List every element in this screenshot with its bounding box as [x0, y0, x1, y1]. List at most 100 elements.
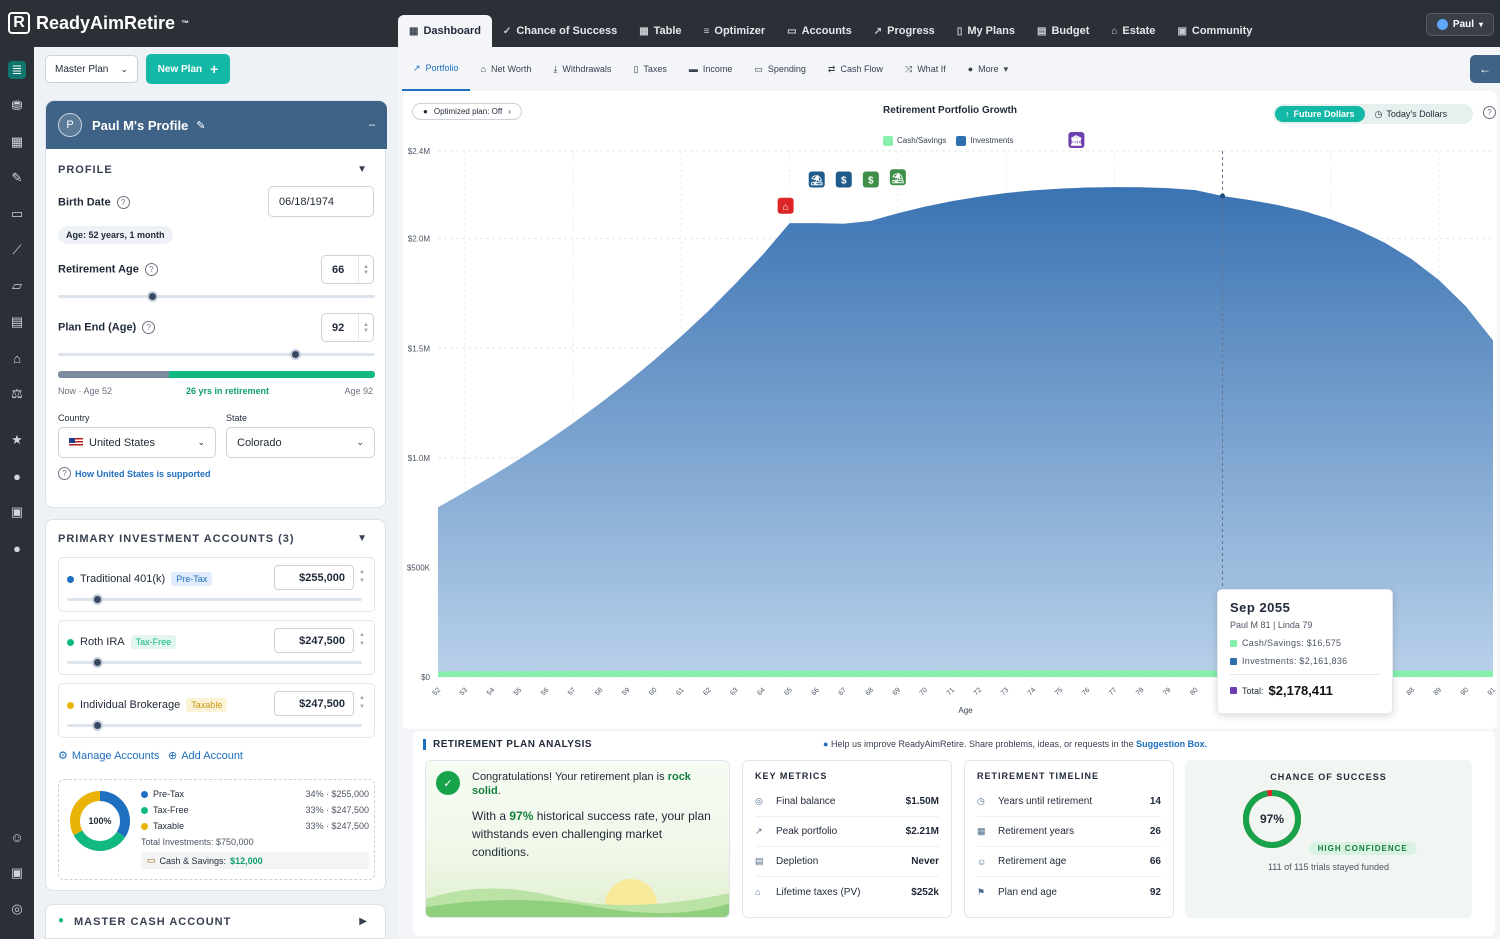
nav-tab-chance-of-success[interactable]: ✓ Chance of Success [492, 15, 628, 47]
event-marker-beach-icon[interactable]: ⛱ [889, 169, 906, 186]
event-marker-beach-icon[interactable]: ⛱ [808, 171, 825, 188]
profile-header[interactable]: P Paul M's Profile ✎ – [46, 101, 387, 149]
nav-tab-my-plans[interactable]: ▯ My Plans [946, 15, 1026, 47]
event-marker-dollar-icon[interactable]: $ [835, 171, 852, 188]
help-icon[interactable]: ? [1483, 106, 1496, 119]
nav-tab-dashboard[interactable]: ▦ Dashboard [398, 15, 492, 47]
help-icon[interactable]: ? [142, 321, 156, 334]
caret-right-icon[interactable]: ▶ [359, 916, 367, 927]
caret-down-icon[interactable]: ▼ [357, 164, 367, 175]
subtab-withdrawals[interactable]: ⤓ Withdrawals [542, 47, 622, 91]
rail-dashboard-icon[interactable]: ≣ [8, 61, 26, 79]
rail-star-icon[interactable]: ★ [11, 432, 23, 447]
account-value-input[interactable]: $247,500 [274, 628, 354, 653]
subtab-what-if[interactable]: ⤨ What If [894, 47, 957, 91]
subtab-net-worth[interactable]: ⌂ Net Worth [470, 47, 543, 91]
slider-knob[interactable] [92, 594, 103, 605]
rail-gift-icon[interactable]: ▣ [10, 865, 24, 880]
rail-wallet-icon[interactable]: ▭ [10, 206, 24, 221]
nav-tab-table[interactable]: ▦ Table [628, 15, 692, 47]
account-value-input[interactable]: $247,500 [274, 691, 354, 716]
nav-tab-estate[interactable]: ⌂ Estate [1100, 15, 1166, 47]
stepper-arrows-icon[interactable]: ▲ ▼ [359, 569, 365, 584]
event-marker-house-icon[interactable]: ⌂ [777, 197, 794, 214]
plus-circle-icon: ⊕ [168, 750, 178, 762]
rail-table-icon[interactable]: ▦ [10, 134, 24, 149]
rail-bank-icon[interactable]: ⌂ [13, 350, 21, 366]
rail-user-settings-icon[interactable]: ☺ [10, 829, 24, 845]
rail-scale-icon[interactable]: ⚖ [11, 386, 23, 401]
collapse-panel-button[interactable]: ← [1470, 55, 1500, 83]
country-select[interactable]: United States ⌄ [58, 427, 216, 458]
rail-magic-icon[interactable]: ✎ [11, 170, 23, 185]
suggestion-box-link[interactable]: Suggestion Box. [1136, 739, 1208, 749]
state-select[interactable]: Colorado ⌄ [226, 427, 375, 458]
app-logo[interactable]: R ReadyAimRetire ™ [8, 12, 189, 34]
rail-calendar-icon[interactable]: ▤ [10, 314, 24, 329]
slider-knob[interactable] [92, 720, 103, 731]
plan-end-slider[interactable] [58, 349, 375, 360]
nav-tab-budget[interactable]: ▤ Budget [1026, 15, 1100, 47]
nav-tab-optimizer[interactable]: ≡ Optimizer [693, 15, 777, 47]
help-icon[interactable]: ? [144, 263, 158, 276]
nav-tab-accounts[interactable]: ▭ Accounts [776, 15, 863, 47]
stepper-arrows-icon[interactable]: ▲ ▼ [359, 695, 365, 710]
retirement-age-stepper[interactable]: 66 ▲ ▼ [321, 255, 374, 284]
stepper-arrows-icon[interactable]: ▲ ▼ [358, 314, 373, 341]
rail-coins-icon[interactable]: ⛃ [11, 98, 23, 113]
new-plan-button[interactable]: New Plan + [146, 54, 230, 84]
nav-tab-community[interactable]: ▣ Community [1166, 15, 1263, 47]
account-name: Traditional 401(k) Pre-Tax [67, 572, 213, 586]
todays-dollars-button[interactable]: ◷ Today's Dollars [1374, 108, 1448, 120]
help-icon: ? [58, 467, 71, 480]
subtab-cash-flow[interactable]: ⇄ Cash Flow [817, 47, 894, 91]
subtab-income[interactable]: ▬ Income [678, 47, 744, 91]
subtab-portfolio[interactable]: ↗ Portfolio [402, 47, 470, 91]
support-link[interactable]: ? How United States is supported [58, 467, 211, 480]
collapse-button[interactable]: – [368, 119, 375, 131]
rail-chart-icon[interactable]: ⟋ [12, 242, 22, 257]
account-row[interactable]: Traditional 401(k) Pre-Tax $255,000 ▲ ▼ [58, 557, 375, 612]
master-cash-card[interactable]: ● MASTER CASH ACCOUNT ▶ [45, 904, 386, 939]
user-menu-button[interactable]: Paul ▾ [1426, 13, 1494, 36]
rail-chat-icon[interactable]: ● [13, 468, 21, 484]
help-icon[interactable]: ? [116, 196, 130, 209]
caret-down-icon[interactable]: ▼ [357, 533, 367, 544]
legend-cash[interactable]: Cash/Savings [883, 136, 946, 146]
future-dollars-button[interactable]: ↑ Future Dollars [1275, 106, 1365, 122]
account-row[interactable]: Individual Brokerage Taxable $247,500 ▲ ▼ [58, 683, 375, 738]
account-slider[interactable] [67, 594, 362, 605]
slider-knob[interactable] [147, 291, 158, 302]
edit-icon[interactable]: ✎ [196, 119, 206, 132]
legend-investments[interactable]: Investments [956, 136, 1014, 146]
subtab-more[interactable]: ● More ▾ [957, 47, 1019, 91]
manage-accounts-link[interactable]: ⚙ Manage Accounts [58, 749, 160, 763]
retirement-age-slider[interactable] [58, 291, 375, 302]
account-row[interactable]: Roth IRA Tax-Free $247,500 ▲ ▼ [58, 620, 375, 675]
account-value-input[interactable]: $255,000 [274, 565, 354, 590]
sliders-icon: ≡ [703, 25, 710, 37]
event-marker-dollar-icon[interactable]: $ [862, 171, 879, 188]
stepper-arrows-icon[interactable]: ▲ ▼ [359, 632, 365, 647]
plan-end-stepper[interactable]: 92 ▲ ▼ [321, 313, 374, 342]
plan-select[interactable]: Master Plan ⌄ [45, 55, 138, 83]
account-slider[interactable] [67, 720, 362, 731]
slider-knob[interactable] [290, 349, 301, 360]
slider-knob[interactable] [92, 657, 103, 668]
optimized-plan-pill[interactable]: ● Optimized plan: Off › [412, 103, 522, 120]
rail-bulb-icon[interactable]: ● [13, 540, 21, 556]
account-slider[interactable] [67, 657, 362, 668]
subtab-taxes[interactable]: ▯ Taxes [622, 47, 677, 91]
subtab-spending[interactable]: ▭ Spending [743, 47, 817, 91]
stepper-arrows-icon[interactable]: ▲ ▼ [358, 256, 373, 283]
rail-support-icon[interactable]: ◎ [11, 901, 23, 916]
add-account-link[interactable]: ⊕ Add Account [168, 749, 243, 763]
chance-of-success-card[interactable]: CHANCE OF SUCCESS 97% HIGH CONFIDENCE 11… [1185, 760, 1472, 918]
event-marker-bank-icon[interactable]: 🏛 [1068, 132, 1085, 149]
rail-news-icon[interactable]: ▣ [10, 504, 24, 519]
metric-value: 92 [1149, 886, 1161, 898]
birth-date-input[interactable]: 06/18/1974 [268, 186, 374, 217]
nav-tab-progress[interactable]: ↗ Progress [863, 15, 946, 47]
rail-folder-icon[interactable]: ▱ [12, 278, 22, 293]
svg-text:$: $ [841, 175, 847, 186]
